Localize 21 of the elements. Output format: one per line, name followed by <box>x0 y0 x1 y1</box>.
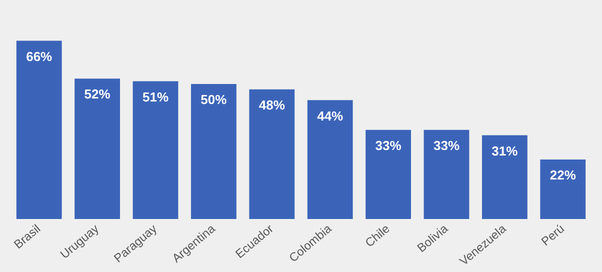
data-label: 33% <box>433 138 460 153</box>
data-label: 66% <box>26 48 53 64</box>
data-label: 22% <box>550 168 576 183</box>
bar <box>424 130 470 219</box>
data-label: 48% <box>258 97 286 112</box>
bar <box>366 130 411 219</box>
bar <box>482 135 528 219</box>
x-tick-label: Chile <box>362 221 393 250</box>
data-label: 51% <box>142 89 169 104</box>
bar <box>540 160 586 219</box>
bar <box>307 100 353 219</box>
bar <box>191 84 236 219</box>
bar <box>249 89 295 219</box>
data-label: 31% <box>492 143 518 158</box>
data-label: 50% <box>200 92 228 108</box>
bar <box>74 78 120 219</box>
bar <box>16 40 62 219</box>
data-label: 52% <box>84 86 111 102</box>
data-label: 44% <box>317 108 344 124</box>
bar <box>132 81 178 219</box>
data-label: 33% <box>375 138 402 153</box>
